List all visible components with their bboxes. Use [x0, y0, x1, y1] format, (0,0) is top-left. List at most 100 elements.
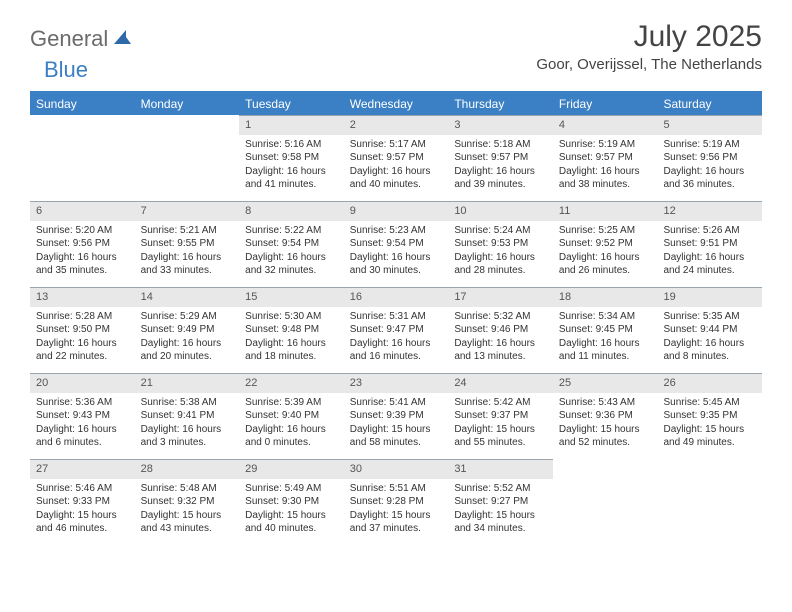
sunset-text: Sunset: 9:56 PM [36, 237, 129, 251]
day-number: 22 [239, 373, 344, 393]
day-number: 10 [448, 201, 553, 221]
day-content: Sunrise: 5:24 AMSunset: 9:53 PMDaylight:… [448, 221, 553, 284]
week-row: 27Sunrise: 5:46 AMSunset: 9:33 PMDayligh… [30, 459, 762, 545]
sunrise-text: Sunrise: 5:24 AM [454, 224, 547, 238]
day-content: Sunrise: 5:16 AMSunset: 9:58 PMDaylight:… [239, 135, 344, 198]
day-number: 23 [344, 373, 449, 393]
sunrise-text: Sunrise: 5:32 AM [454, 310, 547, 324]
day-content: Sunrise: 5:42 AMSunset: 9:37 PMDaylight:… [448, 393, 553, 456]
sunrise-text: Sunrise: 5:17 AM [350, 138, 443, 152]
sunset-text: Sunset: 9:43 PM [36, 409, 129, 423]
sunrise-text: Sunrise: 5:49 AM [245, 482, 338, 496]
daylight-text: Daylight: 15 hours and 37 minutes. [350, 509, 443, 536]
daylight-text: Daylight: 15 hours and 49 minutes. [663, 423, 756, 450]
sunrise-text: Sunrise: 5:39 AM [245, 396, 338, 410]
day-cell: 19Sunrise: 5:35 AMSunset: 9:44 PMDayligh… [657, 287, 762, 373]
daylight-text: Daylight: 16 hours and 39 minutes. [454, 165, 547, 192]
sunrise-text: Sunrise: 5:52 AM [454, 482, 547, 496]
daylight-text: Daylight: 15 hours and 55 minutes. [454, 423, 547, 450]
sunset-text: Sunset: 9:57 PM [350, 151, 443, 165]
day-content: Sunrise: 5:39 AMSunset: 9:40 PMDaylight:… [239, 393, 344, 456]
month-title: July 2025 [536, 20, 762, 54]
day-cell: 23Sunrise: 5:41 AMSunset: 9:39 PMDayligh… [344, 373, 449, 459]
sunrise-text: Sunrise: 5:34 AM [559, 310, 652, 324]
day-number: 30 [344, 459, 449, 479]
sunset-text: Sunset: 9:55 PM [141, 237, 234, 251]
dow-cell: Wednesday [344, 93, 449, 115]
day-content: Sunrise: 5:20 AMSunset: 9:56 PMDaylight:… [30, 221, 135, 284]
daylight-text: Daylight: 16 hours and 22 minutes. [36, 337, 129, 364]
day-cell: 9Sunrise: 5:23 AMSunset: 9:54 PMDaylight… [344, 201, 449, 287]
day-cell: 3Sunrise: 5:18 AMSunset: 9:57 PMDaylight… [448, 115, 553, 201]
dow-cell: Sunday [30, 93, 135, 115]
day-number: 9 [344, 201, 449, 221]
day-cell: 13Sunrise: 5:28 AMSunset: 9:50 PMDayligh… [30, 287, 135, 373]
week-row: 20Sunrise: 5:36 AMSunset: 9:43 PMDayligh… [30, 373, 762, 459]
sunset-text: Sunset: 9:50 PM [36, 323, 129, 337]
week-row: 13Sunrise: 5:28 AMSunset: 9:50 PMDayligh… [30, 287, 762, 373]
day-content: Sunrise: 5:46 AMSunset: 9:33 PMDaylight:… [30, 479, 135, 542]
title-block: July 2025 Goor, Overijssel, The Netherla… [536, 20, 762, 73]
day-number: 24 [448, 373, 553, 393]
sunset-text: Sunset: 9:57 PM [559, 151, 652, 165]
sunset-text: Sunset: 9:46 PM [454, 323, 547, 337]
daylight-text: Daylight: 15 hours and 46 minutes. [36, 509, 129, 536]
sunset-text: Sunset: 9:36 PM [559, 409, 652, 423]
day-content: Sunrise: 5:48 AMSunset: 9:32 PMDaylight:… [135, 479, 240, 542]
day-content: Sunrise: 5:18 AMSunset: 9:57 PMDaylight:… [448, 135, 553, 198]
day-cell: 14Sunrise: 5:29 AMSunset: 9:49 PMDayligh… [135, 287, 240, 373]
sunset-text: Sunset: 9:57 PM [454, 151, 547, 165]
day-cell: 25Sunrise: 5:43 AMSunset: 9:36 PMDayligh… [553, 373, 658, 459]
day-content: Sunrise: 5:43 AMSunset: 9:36 PMDaylight:… [553, 393, 658, 456]
day-content: Sunrise: 5:22 AMSunset: 9:54 PMDaylight:… [239, 221, 344, 284]
day-content: Sunrise: 5:41 AMSunset: 9:39 PMDaylight:… [344, 393, 449, 456]
day-cell: 31Sunrise: 5:52 AMSunset: 9:27 PMDayligh… [448, 459, 553, 545]
day-content: Sunrise: 5:49 AMSunset: 9:30 PMDaylight:… [239, 479, 344, 542]
sunrise-text: Sunrise: 5:23 AM [350, 224, 443, 238]
day-content: Sunrise: 5:23 AMSunset: 9:54 PMDaylight:… [344, 221, 449, 284]
day-cell: 29Sunrise: 5:49 AMSunset: 9:30 PMDayligh… [239, 459, 344, 545]
week-row: ..1Sunrise: 5:16 AMSunset: 9:58 PMDaylig… [30, 115, 762, 201]
dow-cell: Tuesday [239, 93, 344, 115]
sunrise-text: Sunrise: 5:38 AM [141, 396, 234, 410]
day-content: Sunrise: 5:34 AMSunset: 9:45 PMDaylight:… [553, 307, 658, 370]
day-number: 20 [30, 373, 135, 393]
day-content: Sunrise: 5:32 AMSunset: 9:46 PMDaylight:… [448, 307, 553, 370]
day-number: 27 [30, 459, 135, 479]
day-cell: 16Sunrise: 5:31 AMSunset: 9:47 PMDayligh… [344, 287, 449, 373]
day-number: 15 [239, 287, 344, 307]
sunset-text: Sunset: 9:58 PM [245, 151, 338, 165]
day-content: Sunrise: 5:26 AMSunset: 9:51 PMDaylight:… [657, 221, 762, 284]
daylight-text: Daylight: 16 hours and 30 minutes. [350, 251, 443, 278]
sunset-text: Sunset: 9:48 PM [245, 323, 338, 337]
brand-logo: General [30, 26, 132, 52]
day-cell: 5Sunrise: 5:19 AMSunset: 9:56 PMDaylight… [657, 115, 762, 201]
day-number: 6 [30, 201, 135, 221]
sunrise-text: Sunrise: 5:28 AM [36, 310, 129, 324]
dow-cell: Saturday [657, 93, 762, 115]
sunset-text: Sunset: 9:37 PM [454, 409, 547, 423]
daylight-text: Daylight: 16 hours and 3 minutes. [141, 423, 234, 450]
day-number: 8 [239, 201, 344, 221]
day-cell: 12Sunrise: 5:26 AMSunset: 9:51 PMDayligh… [657, 201, 762, 287]
daylight-text: Daylight: 16 hours and 32 minutes. [245, 251, 338, 278]
sunset-text: Sunset: 9:51 PM [663, 237, 756, 251]
day-number: 29 [239, 459, 344, 479]
daylight-text: Daylight: 16 hours and 16 minutes. [350, 337, 443, 364]
sunset-text: Sunset: 9:32 PM [141, 495, 234, 509]
sunrise-text: Sunrise: 5:21 AM [141, 224, 234, 238]
daylight-text: Daylight: 16 hours and 40 minutes. [350, 165, 443, 192]
day-number: 12 [657, 201, 762, 221]
day-cell: 20Sunrise: 5:36 AMSunset: 9:43 PMDayligh… [30, 373, 135, 459]
daylight-text: Daylight: 16 hours and 13 minutes. [454, 337, 547, 364]
sunrise-text: Sunrise: 5:41 AM [350, 396, 443, 410]
day-cell: 1Sunrise: 5:16 AMSunset: 9:58 PMDaylight… [239, 115, 344, 201]
day-number: 31 [448, 459, 553, 479]
daylight-text: Daylight: 15 hours and 34 minutes. [454, 509, 547, 536]
daylight-text: Daylight: 16 hours and 35 minutes. [36, 251, 129, 278]
daylight-text: Daylight: 15 hours and 52 minutes. [559, 423, 652, 450]
sunrise-text: Sunrise: 5:51 AM [350, 482, 443, 496]
daylight-text: Daylight: 16 hours and 18 minutes. [245, 337, 338, 364]
day-content: Sunrise: 5:51 AMSunset: 9:28 PMDaylight:… [344, 479, 449, 542]
day-cell: 28Sunrise: 5:48 AMSunset: 9:32 PMDayligh… [135, 459, 240, 545]
